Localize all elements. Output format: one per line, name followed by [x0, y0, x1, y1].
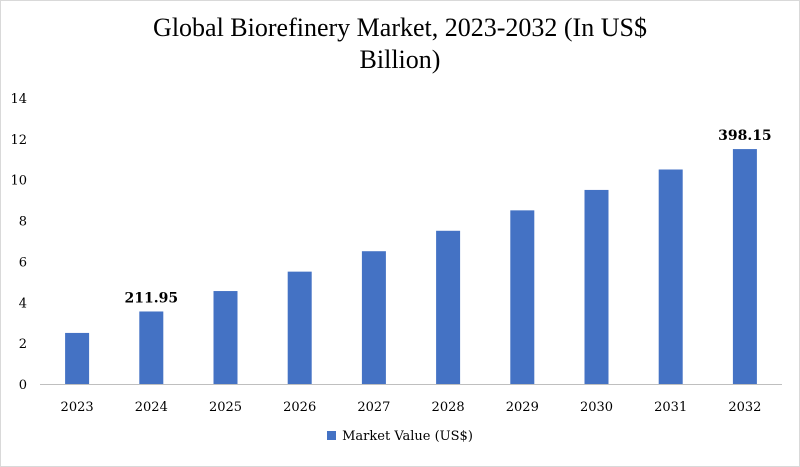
x-tick-label: 2024	[135, 400, 168, 415]
y-tick-label: 10	[10, 174, 27, 189]
bar-2032	[732, 149, 757, 384]
y-tick-label: 6	[19, 255, 27, 270]
bar-2024	[139, 311, 164, 384]
data-label-2032: 398.15	[718, 128, 772, 144]
y-tick-label: 4	[19, 296, 27, 311]
y-tick-label: 12	[10, 133, 27, 148]
x-tick-label: 2025	[209, 400, 242, 415]
legend-label: Market Value (US$)	[342, 429, 473, 444]
x-tick-label: 2023	[61, 400, 94, 415]
bar-2029	[510, 210, 535, 384]
bar-2030	[584, 189, 609, 384]
legend: Market Value (US$)	[0, 429, 800, 444]
bar-2027	[361, 251, 386, 384]
y-tick-label: 14	[10, 92, 27, 107]
x-tick-label: 2029	[506, 400, 539, 415]
chart-title: Global Biorefinery Market, 2023-2032 (In…	[153, 13, 647, 74]
x-tick-label: 2026	[283, 400, 316, 415]
bar-2026	[287, 271, 312, 384]
x-tick-label: 2028	[432, 400, 465, 415]
bar-2031	[658, 169, 683, 384]
x-tick-label: 2031	[654, 400, 687, 415]
x-tick-label: 2027	[357, 400, 390, 415]
x-tick-label: 2032	[728, 400, 761, 415]
data-labels: 211.95 398.15	[125, 128, 772, 306]
data-label-2024: 211.95	[125, 290, 179, 306]
y-tick-label: 2	[19, 337, 27, 352]
legend-swatch	[327, 431, 337, 440]
y-axis-ticks: 0 2 4 6 8 10 12 14	[10, 92, 27, 393]
bars	[65, 149, 757, 384]
bar-2025	[213, 291, 238, 384]
y-tick-label: 8	[19, 215, 27, 230]
bar-2023	[65, 332, 90, 384]
x-tick-label: 2030	[580, 400, 613, 415]
bar-2028	[436, 230, 461, 384]
y-tick-label: 0	[19, 378, 27, 393]
x-axis-ticks: 2023 2024 2025 2026 2027 2028 2029 2030 2031 2032	[61, 400, 762, 415]
